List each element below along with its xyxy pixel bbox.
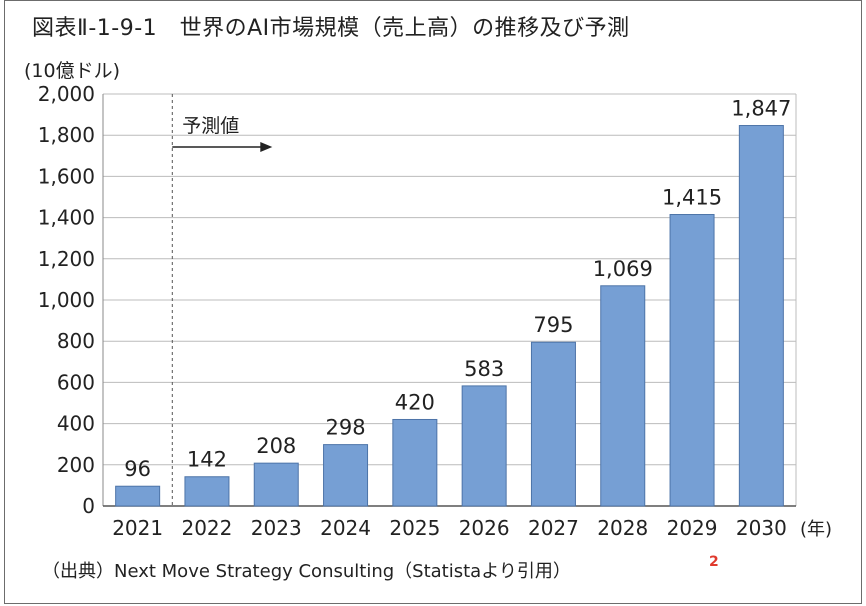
x-tick-label: 2028	[597, 516, 648, 540]
y-tick-label: 1,800	[38, 123, 95, 147]
source-note: （出典）Next Move Strategy Consulting（Statis…	[42, 561, 571, 582]
forecast-label: 予測値	[182, 115, 239, 137]
y-tick-label: 2,000	[38, 82, 95, 106]
y-tick-label: 1,600	[38, 164, 95, 188]
bar	[738, 125, 784, 507]
y-tick-label: 0	[82, 494, 95, 518]
data-label: 420	[395, 390, 435, 414]
x-tick-label: 2029	[667, 516, 718, 540]
x-tick-label: 2023	[251, 516, 302, 540]
bar	[461, 385, 507, 507]
bar	[323, 444, 369, 507]
y-tick-label: 1,200	[38, 247, 95, 271]
x-tick-label: 2024	[320, 516, 371, 540]
y-tick-label: 1,000	[38, 288, 95, 312]
bar	[184, 476, 230, 507]
bar	[530, 341, 576, 507]
data-label: 1,847	[731, 97, 791, 121]
bar	[253, 462, 299, 507]
figure-title: 図表Ⅱ-1-9-1 世界のAI市場規模（売上高）の推移及び予測	[32, 16, 630, 41]
data-label: 208	[256, 434, 296, 458]
x-tick-label: 2025	[389, 516, 440, 540]
data-label: 795	[533, 313, 573, 337]
data-label: 1,415	[662, 186, 722, 210]
y-tick-label: 600	[57, 370, 95, 394]
bar	[669, 214, 715, 507]
x-unit-label: (年)	[800, 519, 832, 540]
y-tick-label: 200	[57, 453, 95, 477]
x-tick-label: 2027	[528, 516, 579, 540]
x-tick-label: 2021	[112, 516, 163, 540]
footnote-marker: 2	[709, 554, 719, 570]
forecast-arrow-head	[260, 142, 273, 152]
x-tick-label: 2022	[181, 516, 232, 540]
bar	[600, 285, 646, 507]
y-tick-label: 800	[57, 329, 95, 353]
x-tick-label: 2026	[459, 516, 510, 540]
data-label: 142	[187, 448, 227, 472]
data-label: 1,069	[593, 257, 653, 281]
bar	[392, 418, 438, 507]
y-unit-label: (10億ドル)	[24, 60, 121, 82]
bar	[115, 485, 161, 507]
data-label: 583	[464, 357, 504, 381]
data-label: 96	[124, 457, 151, 481]
y-tick-label: 400	[57, 412, 95, 436]
figure-frame	[4, 0, 862, 604]
y-tick-label: 1,400	[38, 206, 95, 230]
x-tick-label: 2030	[736, 516, 787, 540]
data-label: 298	[326, 416, 366, 440]
